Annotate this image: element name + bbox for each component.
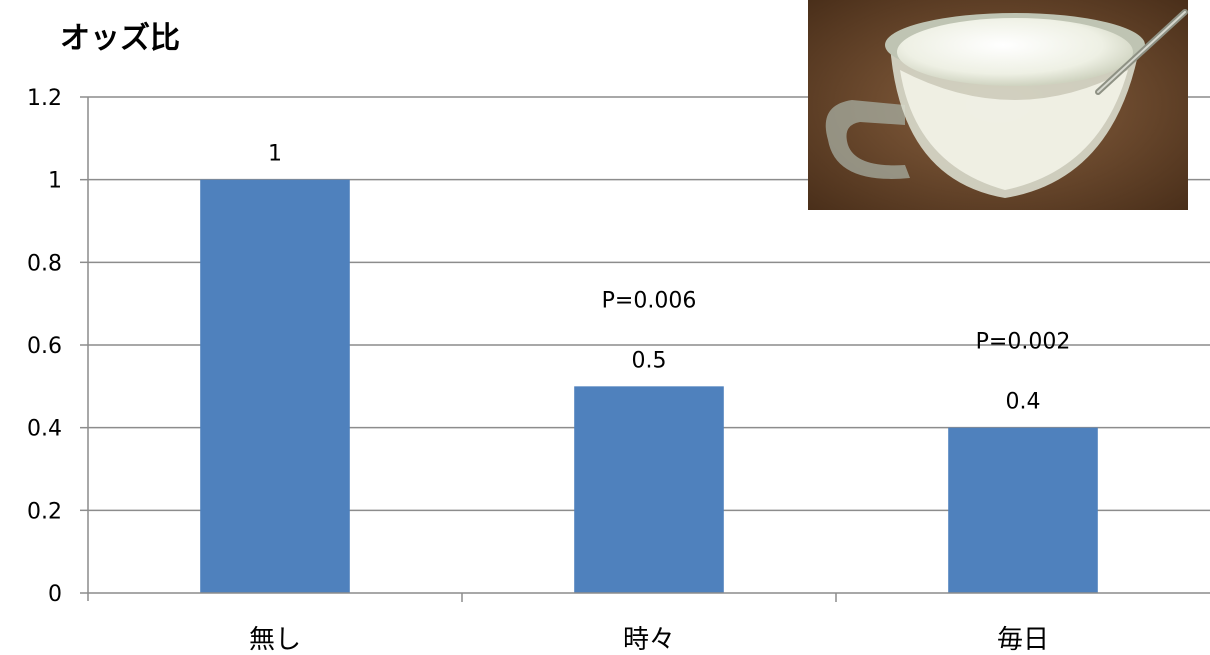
bar — [574, 386, 724, 593]
y-tick-label: 0 — [48, 582, 62, 607]
data-label: 0.4 — [1006, 390, 1041, 415]
y-axis-label: オッズ比 — [60, 21, 180, 56]
data-label: 1 — [268, 142, 282, 167]
data-label: 0.5 — [632, 348, 667, 373]
x-axis: 無し 時々 毎日 — [87, 97, 1210, 655]
yogurt-cup-photo — [808, 0, 1188, 210]
p-value-annotation: P=0.002 — [976, 330, 1071, 355]
p-value-annotation: P=0.006 — [602, 288, 697, 313]
y-tick-label: 0.8 — [27, 251, 62, 276]
bar — [948, 427, 1098, 593]
y-tick-label: 0.4 — [27, 417, 62, 442]
y-tick-label: 1 — [48, 169, 62, 194]
y-tick-labels: 0 0.2 0.4 0.6 0.8 1 1.2 — [27, 86, 62, 607]
x-category-label: 毎日 — [997, 625, 1049, 655]
y-tick-label: 1.2 — [27, 86, 62, 111]
bar — [200, 179, 350, 593]
x-category-label: 無し — [249, 625, 301, 655]
y-tick-label: 0.2 — [27, 499, 62, 524]
x-category-label: 時々 — [623, 625, 675, 655]
bars — [200, 179, 1098, 593]
data-labels: 1 0.5 P=0.006 0.4 P=0.002 — [268, 142, 1070, 415]
y-tick-label: 0.6 — [27, 334, 62, 359]
